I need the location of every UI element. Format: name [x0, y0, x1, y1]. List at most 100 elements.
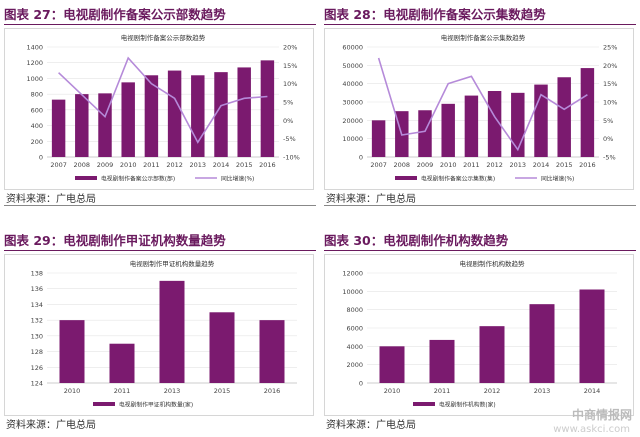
- figure-27-chart: 电视剧制作备案公示部数趋势 0 200 400 600 800 1000 1200 1400 -1…: [26, 33, 300, 183]
- y-tick-label: 10000: [342, 135, 363, 143]
- figure-30-chart-box: 电视剧制作机构数趋势 0 2000 4000 6000 8000 10000 12000 201…: [324, 254, 634, 416]
- x-tick-label: 2016: [259, 161, 276, 169]
- legend-bar-label: 电视剧制作机构数(家): [439, 401, 496, 409]
- figure-30-title-rule: [324, 250, 636, 251]
- bar: [379, 346, 405, 383]
- y2-tick-label: 10%: [283, 80, 297, 88]
- x-tick-label: 2012: [166, 161, 183, 169]
- figure-27-panel: 图表 27：电视剧制作备案公示部数趋势 电视剧制作备案公示部数趋势 0 200 400…: [4, 4, 316, 206]
- y-tick-label: 128: [31, 348, 43, 356]
- x-tick-label: 2012: [486, 161, 503, 169]
- y-tick-label: 20000: [342, 117, 363, 125]
- y-tick-label: 2000: [346, 361, 363, 369]
- y-tick-label: 50000: [342, 62, 363, 70]
- x-tick-label: 2009: [97, 161, 114, 169]
- bar: [121, 82, 135, 157]
- y2-tick-label: -5%: [283, 135, 296, 143]
- y2-tick-label: 15%: [283, 62, 297, 70]
- y-tick-label: 124: [31, 380, 43, 388]
- y2-tick-label: 10%: [603, 99, 617, 107]
- growth-line: [58, 56, 268, 144]
- figure-29-title: 图表 29：电视剧制作甲证机构数量趋势: [4, 233, 226, 248]
- x-tick-label: 2008: [394, 161, 411, 169]
- bar: [75, 94, 89, 157]
- y-tick-label: 138: [31, 270, 43, 278]
- figure-30-chart: 电视剧制作机构数趋势 0 2000 4000 6000 8000 10000 12000 201…: [342, 259, 617, 409]
- legend-line-label: 同比增速(%): [221, 175, 254, 183]
- bar: [418, 110, 432, 157]
- figure-29-panel: 图表 29：电视剧制作甲证机构数量趋势 电视剧制作甲证机构数量趋势 124 126 1…: [4, 230, 316, 431]
- figure-28-title-rule: [324, 24, 636, 25]
- chart-title: 电视剧制作机构数趋势: [460, 259, 526, 268]
- legend-bar-swatch: [413, 402, 435, 406]
- figure-29-chart: 电视剧制作甲证机构数量趋势 124 126 128 130 132 134 136 138 201…: [31, 259, 297, 409]
- y-tick-label: 60000: [342, 44, 363, 52]
- figure-27-title-rule: [4, 24, 316, 25]
- bar: [441, 103, 455, 157]
- legend-bar-swatch: [93, 402, 115, 406]
- x-tick-label: 2014: [584, 387, 601, 395]
- y-tick-label: 132: [31, 317, 43, 325]
- bar: [371, 120, 386, 157]
- bar: [260, 60, 275, 157]
- chart-title: 电视剧制作备案公示部数趋势: [121, 33, 206, 42]
- figure-30-source: 资料来源：广电总局: [326, 420, 416, 431]
- bar: [159, 280, 185, 383]
- figure-30-title: 图表 30：电视剧制作机构数趋势: [324, 233, 509, 248]
- bar: [479, 326, 505, 383]
- figure-29-title-rule: [4, 250, 316, 251]
- y-tick-label: 1200: [26, 59, 43, 67]
- bar: [191, 75, 205, 157]
- x-tick-label: 2016: [579, 161, 596, 169]
- y-tick-label: 130: [31, 332, 43, 340]
- y-tick-label: 1400: [26, 44, 43, 52]
- legend-bar-swatch: [395, 176, 417, 180]
- x-tick-label: 2007: [50, 161, 67, 169]
- y-tick-label: 40000: [342, 80, 363, 88]
- y-tick-label: 134: [31, 301, 43, 309]
- bar: [237, 67, 251, 157]
- bar: [429, 339, 455, 383]
- y2-tick-label: 15%: [603, 80, 617, 88]
- y-tick-label: 800: [31, 91, 43, 99]
- x-tick-label: 2013: [190, 161, 207, 169]
- watermark-url: www.askci.com: [553, 424, 630, 435]
- x-tick-label: 2016: [264, 387, 281, 395]
- legend-bar-label: 电视剧制作备案公示集数(集): [421, 175, 495, 183]
- figure-29-source: 资料来源：广电总局: [6, 420, 96, 431]
- bar: [214, 72, 228, 157]
- legend-bar-label: 电视剧制作甲证机构数量(家): [119, 401, 193, 409]
- bar: [557, 77, 571, 157]
- legend-bar-label: 电视剧制作备案公示部数(部): [101, 175, 175, 183]
- y-tick-label: 1000: [26, 75, 43, 83]
- y2-tick-label: -5%: [603, 154, 616, 162]
- figure-28-panel: 图表 28：电视剧制作备案公示集数趋势 电视剧制作备案公示集数趋势 0 10000 2…: [324, 4, 636, 206]
- growth-line: [377, 57, 588, 152]
- x-tick-label: 2010: [120, 161, 137, 169]
- x-tick-label: 2010: [384, 387, 401, 395]
- y-tick-label: 200: [31, 138, 43, 146]
- bar: [51, 99, 66, 157]
- y2-tick-label: 25%: [603, 44, 617, 52]
- y2-tick-label: 0%: [283, 117, 293, 125]
- bar: [464, 95, 479, 157]
- y-tick-label: 0: [359, 380, 363, 388]
- y-tick-label: 8000: [346, 306, 363, 314]
- y2-tick-label: -10%: [283, 154, 300, 162]
- chart-title: 电视剧制作甲证机构数量趋势: [130, 259, 215, 268]
- x-tick-label: 2014: [213, 161, 230, 169]
- x-tick-label: 2011: [143, 161, 160, 169]
- y-tick-label: 0: [359, 154, 363, 162]
- bar: [59, 320, 85, 383]
- figure-28-source: 资料来源：广电总局: [326, 194, 416, 205]
- y-tick-label: 12000: [342, 270, 363, 278]
- x-tick-label: 2015: [214, 387, 231, 395]
- figure-28-bottom-rule: [324, 205, 636, 206]
- x-tick-label: 2013: [164, 387, 181, 395]
- x-tick-label: 2007: [370, 161, 387, 169]
- x-tick-label: 2015: [556, 161, 573, 169]
- bar: [487, 91, 502, 157]
- x-tick-label: 2010: [64, 387, 81, 395]
- bar: [511, 92, 525, 157]
- bar: [209, 312, 235, 383]
